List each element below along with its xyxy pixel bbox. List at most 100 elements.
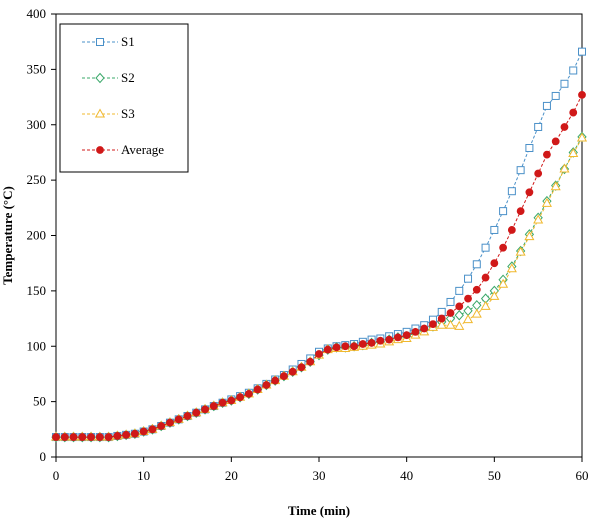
y-tick-label: 50 [33, 394, 46, 409]
legend-marker-s2 [95, 72, 105, 84]
legend: S1 S2 S3 Average [59, 23, 189, 173]
x-tick-label: 10 [137, 468, 150, 483]
data-point-s1 [446, 297, 455, 306]
data-point-average [402, 331, 411, 340]
data-point-average [341, 342, 350, 351]
data-point-s1 [507, 187, 516, 196]
legend-label-s3: S3 [121, 106, 135, 121]
data-point-s3 [515, 246, 526, 256]
data-point-average [113, 432, 122, 440]
data-point-average [516, 207, 525, 216]
data-point-average [69, 433, 78, 441]
data-point-s3 [436, 319, 447, 329]
data-point-average [464, 294, 472, 303]
data-point-average [218, 398, 227, 407]
data-point-s3 [559, 163, 570, 173]
legend-marker-s1 [96, 38, 104, 46]
data-point-s1 [464, 274, 473, 283]
data-point-average [393, 333, 402, 342]
y-tick-label: 200 [27, 228, 47, 243]
data-point-average [411, 327, 420, 336]
data-point-average [104, 433, 113, 441]
data-point-s3 [568, 148, 579, 158]
data-point-s1 [578, 47, 586, 56]
data-point-average [271, 376, 280, 385]
data-point-average [525, 188, 534, 197]
data-point-average [323, 345, 332, 354]
data-point-s1 [551, 91, 560, 100]
data-point-s3 [541, 197, 552, 207]
data-point-s1 [472, 260, 481, 269]
legend-item-s3: S3 [82, 106, 135, 121]
x-tick-label: 40 [400, 468, 413, 483]
data-point-average [490, 259, 499, 268]
data-point-s3 [445, 319, 456, 329]
legend-label-s1: S1 [121, 34, 135, 49]
data-point-average [569, 108, 578, 117]
data-point-s3 [506, 263, 517, 273]
legend-item-s2: S2 [82, 70, 135, 85]
x-tick-label: 30 [313, 468, 326, 483]
data-point-average [358, 340, 367, 348]
data-point-average [262, 381, 271, 389]
data-point-average [52, 433, 60, 441]
data-point-s1 [542, 101, 551, 110]
data-point-average [253, 385, 262, 394]
data-point-s1 [560, 79, 569, 88]
data-point-s1 [569, 66, 578, 75]
data-point-s3 [462, 314, 474, 324]
y-tick-label: 400 [27, 6, 47, 21]
data-point-s2 [454, 309, 464, 321]
x-axis-title: Time (min) [288, 503, 350, 518]
y-axis-title: Temperature (°C) [0, 186, 15, 285]
data-point-average [236, 393, 244, 402]
data-point-average [148, 425, 157, 434]
data-point-average [367, 339, 376, 347]
legend-item-s1: S1 [82, 34, 135, 49]
data-point-average [174, 415, 183, 424]
y-tick-label: 150 [27, 283, 47, 298]
data-point-average [192, 408, 201, 417]
data-point-s2 [472, 300, 482, 311]
data-point-s1 [437, 307, 446, 316]
legend-item-average: Average [82, 142, 164, 157]
x-tick-label: 50 [488, 468, 501, 483]
data-point-average [481, 273, 490, 282]
legend-items: S1 S2 S3 Average [82, 34, 164, 157]
data-point-s2 [463, 305, 473, 317]
data-point-average [166, 418, 174, 427]
data-point-average [157, 422, 166, 430]
data-point-average [332, 343, 341, 352]
legend-label-average: Average [121, 142, 164, 157]
data-point-average [87, 433, 95, 441]
data-point-s3 [498, 278, 509, 288]
data-point-average [499, 243, 507, 252]
x-tick-label: 0 [53, 468, 60, 483]
data-point-s3 [576, 132, 588, 142]
data-point-s3 [524, 231, 535, 241]
y-tick-label: 300 [27, 117, 47, 132]
data-point-s1 [499, 207, 508, 216]
data-point-average [139, 427, 148, 436]
data-point-average [227, 396, 236, 405]
data-point-average [534, 169, 543, 178]
data-point-average [209, 402, 218, 410]
axes-layer: 0 50 100 150 200 250 300 350 400 0 10 20 30 40 50 60 [27, 6, 589, 483]
data-point-average [437, 314, 446, 323]
data-point-average [201, 405, 209, 414]
series-average [52, 90, 586, 441]
data-point-average [280, 372, 288, 381]
y-tick-label: 350 [27, 61, 47, 76]
data-point-average [420, 324, 429, 333]
data-point-average [297, 363, 306, 372]
data-point-s3 [489, 290, 500, 300]
plot-area [50, 13, 588, 458]
data-point-s1 [516, 166, 525, 175]
data-point-average [446, 309, 455, 317]
data-point-s3 [454, 320, 465, 330]
y-tick-label: 250 [27, 172, 47, 187]
data-point-average [130, 429, 139, 438]
legend-label-s2: S2 [121, 70, 135, 85]
legend-box [59, 23, 189, 173]
data-point-s3 [480, 300, 491, 310]
